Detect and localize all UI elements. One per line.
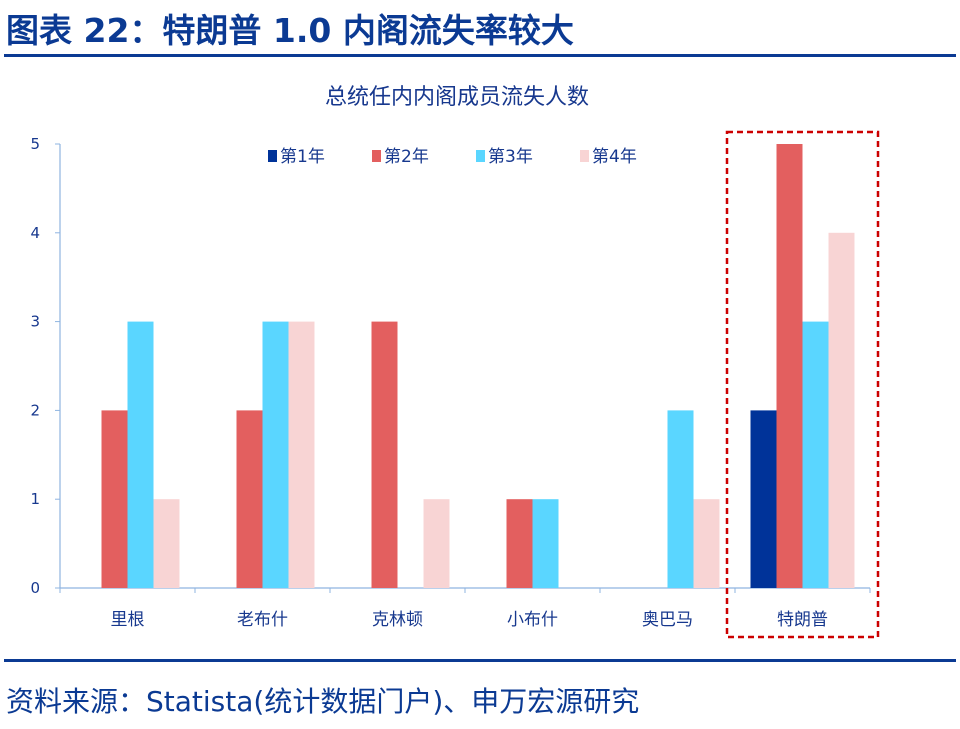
bar-里根-第4年 <box>153 499 180 588</box>
chart-title: 总统任内内阁成员流失人数 <box>325 85 589 110</box>
figure-title: 图表 22：特朗普 1.0 内阁流失率较大 <box>6 11 574 50</box>
bar-克林顿-第4年 <box>423 499 450 588</box>
bar-chart: 总统任内内阁成员流失人数 0 1 2 3 4 5 里根 老布什 克林顿 小布什 奥巴马 特朗普 第1年… <box>30 85 880 639</box>
title-rule <box>4 54 956 57</box>
bar-特朗普-第2年 <box>776 144 803 588</box>
bar-特朗普-第4年 <box>828 232 855 589</box>
y-tick-label: 3 <box>30 313 40 331</box>
bar-老布什-第2年 <box>236 410 263 588</box>
legend-label: 第1年 <box>280 147 325 167</box>
bar-里根-第2年 <box>101 410 128 588</box>
legend-label: 第4年 <box>592 147 637 167</box>
y-tick-label: 0 <box>30 579 40 597</box>
y-tick-label: 5 <box>30 135 40 153</box>
source-rule <box>4 659 956 662</box>
source-note: 资料来源：Statista(统计数据门户)、申万宏源研究 <box>6 685 640 718</box>
x-category-label: 里根 <box>111 610 145 630</box>
x-category-label: 克林顿 <box>372 610 423 630</box>
legend-label: 第2年 <box>384 147 429 167</box>
legend-swatch <box>372 150 381 162</box>
legend-swatch <box>476 150 485 162</box>
bar-特朗普-第1年 <box>750 410 777 588</box>
bar-特朗普-第3年 <box>802 321 829 588</box>
x-category-label: 小布什 <box>507 610 558 630</box>
x-category-label: 奥巴马 <box>642 610 693 630</box>
y-tick-label: 2 <box>30 401 40 419</box>
y-tick-label: 1 <box>30 490 40 508</box>
highlight-box <box>725 130 880 639</box>
bar-克林顿-第2年 <box>371 321 398 588</box>
bar-老布什-第3年 <box>262 321 289 588</box>
bar-老布什-第4年 <box>288 321 315 588</box>
y-tick-label: 4 <box>30 224 40 242</box>
bar-奥巴马-第4年 <box>693 499 720 588</box>
bar-小布什-第2年 <box>506 499 533 588</box>
bar-小布什-第3年 <box>532 499 559 588</box>
bar-奥巴马-第3年 <box>667 410 694 588</box>
x-category-label: 特朗普 <box>777 610 828 630</box>
legend-label: 第3年 <box>488 147 533 167</box>
legend-swatch <box>268 150 277 162</box>
legend-swatch <box>580 150 589 162</box>
x-category-label: 老布什 <box>237 610 288 630</box>
bar-里根-第3年 <box>127 321 154 588</box>
